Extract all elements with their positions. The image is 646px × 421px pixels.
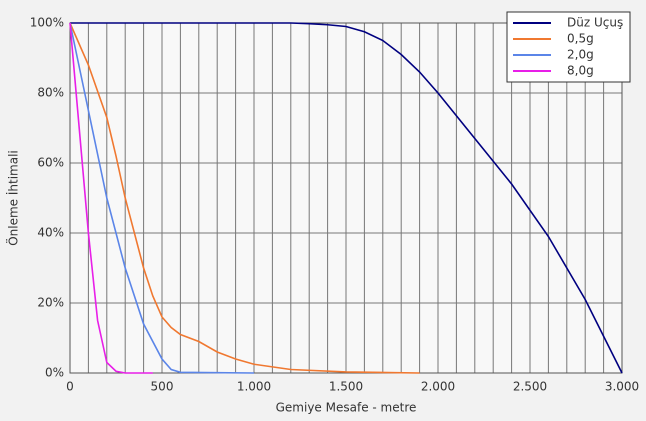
- x-tick-label: 2.500: [513, 380, 547, 394]
- legend-label: Düz Uçuş: [567, 16, 623, 30]
- series-line: [70, 22, 623, 374]
- x-tick-label: 3.000: [605, 380, 639, 394]
- series-line: [69, 22, 153, 374]
- x-tick-label: 2.000: [421, 380, 455, 394]
- y-tick-label: 0%: [45, 366, 64, 380]
- x-tick-label: 500: [151, 380, 174, 394]
- y-axis-label: Önleme İhtimali: [5, 150, 21, 246]
- legend-label: 8,0g: [567, 64, 594, 78]
- x-tick-label: 1.000: [237, 380, 271, 394]
- x-tick-label: 1.500: [329, 380, 363, 394]
- x-tick-label: 0: [66, 380, 74, 394]
- series-line: [69, 22, 420, 374]
- y-tick-label: 80%: [37, 86, 64, 100]
- series-line: [69, 22, 255, 374]
- legend-label: 0,5g: [567, 32, 594, 46]
- plot-border: [69, 22, 623, 374]
- y-tick-label: 100%: [30, 16, 64, 30]
- y-tick-label: 60%: [37, 156, 64, 170]
- y-tick-label: 40%: [37, 226, 64, 240]
- x-axis-label: Gemiye Mesafe - metre: [276, 401, 417, 415]
- legend-label: 2,0g: [567, 48, 594, 62]
- y-tick-label: 20%: [37, 296, 64, 310]
